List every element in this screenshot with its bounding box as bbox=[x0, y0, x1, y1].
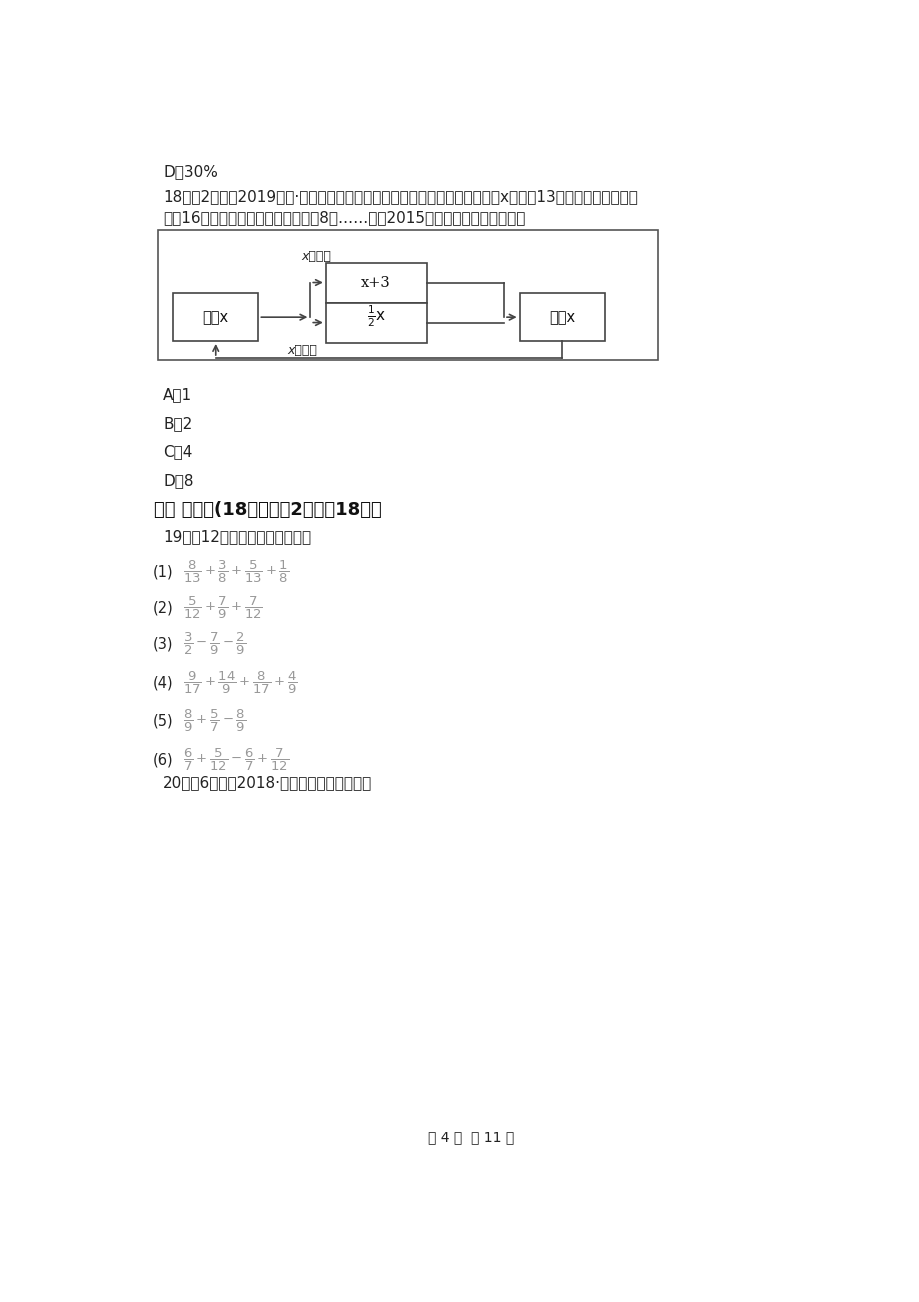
Bar bbox=[173, 293, 258, 341]
Text: (6): (6) bbox=[153, 753, 173, 767]
Bar bbox=[325, 302, 426, 342]
Text: 第 4 页  共 11 页: 第 4 页 共 11 页 bbox=[428, 1130, 514, 1144]
Text: 四、 计算。(18分）（共2题；共18分）: 四、 计算。(18分）（共2题；共18分） bbox=[153, 501, 381, 519]
Text: $\frac{1}{2}$x: $\frac{1}{2}$x bbox=[366, 303, 385, 329]
Bar bbox=[519, 293, 604, 341]
Text: 19．（12分）用简便方法计算。: 19．（12分）用简便方法计算。 bbox=[163, 529, 311, 544]
Text: 输入x: 输入x bbox=[202, 310, 229, 324]
Text: (5): (5) bbox=[153, 713, 173, 729]
Text: $\dfrac{3}{2}-\dfrac{7}{9}-\dfrac{2}{9}$: $\dfrac{3}{2}-\dfrac{7}{9}-\dfrac{2}{9}$ bbox=[183, 631, 246, 658]
Text: 20．（6分）（2018·海安）解方程或比例。: 20．（6分）（2018·海安）解方程或比例。 bbox=[163, 776, 372, 790]
Text: x为奇数: x为奇数 bbox=[301, 250, 331, 263]
Text: $\dfrac{8}{9}+\dfrac{5}{7}-\dfrac{8}{9}$: $\dfrac{8}{9}+\dfrac{5}{7}-\dfrac{8}{9}$ bbox=[183, 708, 246, 734]
Text: $\dfrac{6}{7}+\dfrac{5}{12}-\dfrac{6}{7}+\dfrac{7}{12}$: $\dfrac{6}{7}+\dfrac{5}{12}-\dfrac{6}{7}… bbox=[183, 747, 289, 773]
Text: B．2: B．2 bbox=[163, 415, 192, 431]
Text: (1): (1) bbox=[153, 565, 173, 579]
Text: C．4: C．4 bbox=[163, 444, 192, 460]
Bar bbox=[157, 230, 657, 359]
Text: $\dfrac{5}{12}+\dfrac{7}{9}+\dfrac{7}{12}$: $\dfrac{5}{12}+\dfrac{7}{9}+\dfrac{7}{12… bbox=[183, 595, 263, 621]
Text: 果是16为偶数，第二次输出的结果是8，……则第2015次输出的结果是（　　）: 果是16为偶数，第二次输出的结果是8，……则第2015次输出的结果是（ ） bbox=[163, 211, 525, 225]
Text: x为偶数: x为偶数 bbox=[287, 344, 316, 357]
Text: D．30%: D．30% bbox=[163, 164, 218, 180]
Text: A．1: A．1 bbox=[163, 388, 192, 402]
Text: (2): (2) bbox=[153, 600, 173, 616]
Text: (4): (4) bbox=[153, 676, 173, 690]
Text: (3): (3) bbox=[153, 637, 173, 652]
Text: 输出x: 输出x bbox=[549, 310, 574, 324]
Text: $\dfrac{9}{17}+\dfrac{14}{9}+\dfrac{8}{17}+\dfrac{4}{9}$: $\dfrac{9}{17}+\dfrac{14}{9}+\dfrac{8}{1… bbox=[183, 669, 298, 697]
Text: D．8: D．8 bbox=[163, 473, 193, 488]
Text: x+3: x+3 bbox=[361, 276, 391, 289]
Text: $\dfrac{8}{13}+\dfrac{3}{8}+\dfrac{5}{13}+\dfrac{1}{8}$: $\dfrac{8}{13}+\dfrac{3}{8}+\dfrac{5}{13… bbox=[183, 559, 289, 585]
Bar bbox=[325, 263, 426, 302]
Text: 18．（2分）（2019六上·崇明期末）一个数值转换器原理如图所示，若输入x的值是13，则第一次输出的结: 18．（2分）（2019六上·崇明期末）一个数值转换器原理如图所示，若输入x的值… bbox=[163, 189, 637, 204]
